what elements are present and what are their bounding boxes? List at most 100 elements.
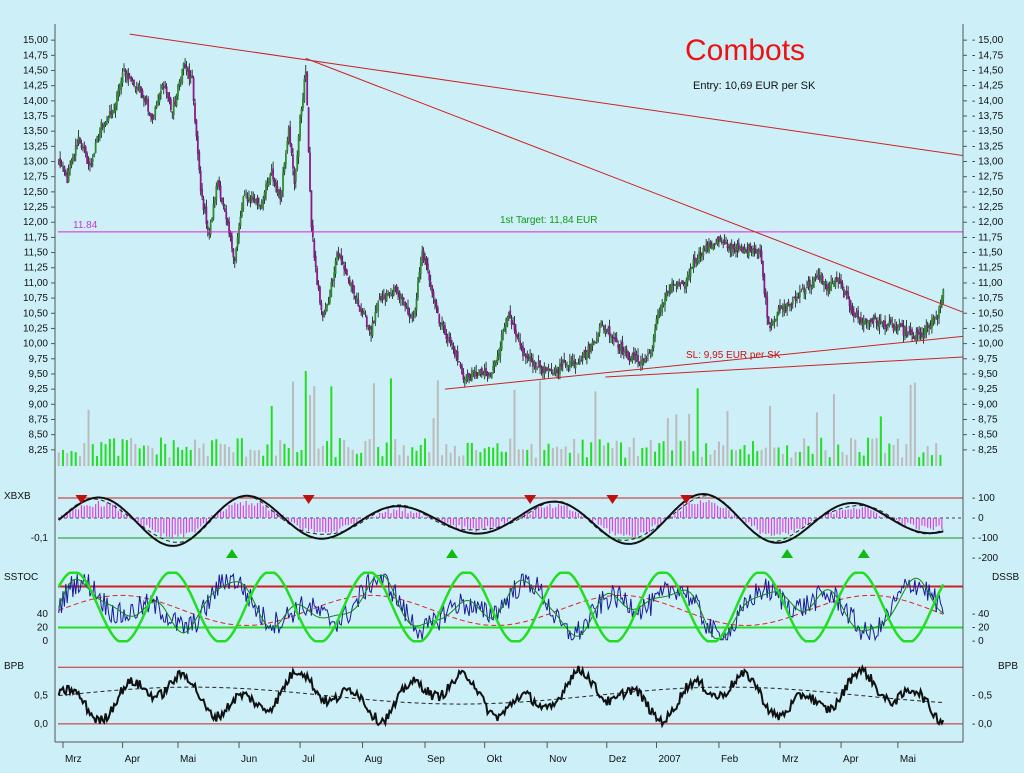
price-candle-body [940,297,943,306]
price-candle-body [688,274,691,276]
volume-bar [611,448,614,466]
price-candle-body [584,350,587,358]
price-candle-body [882,321,885,324]
volume-bar [867,437,870,466]
price-candle-body [817,274,820,277]
price-candle-body [243,193,246,195]
price-candle-body [401,296,404,299]
volume-bar [807,446,810,466]
price-candle-body [692,259,695,269]
price-candle-body [889,319,892,323]
volume-bar [87,409,90,466]
price-candle-body [520,345,523,349]
volume-bar [198,448,201,466]
price-candle-body [240,208,243,217]
price-candle-body [466,375,469,380]
price-candle-body [906,331,909,335]
price-candle-body [233,258,236,262]
buy-signal-marker [781,549,794,558]
price-candle-body [97,135,100,137]
price-candle-body [767,316,770,325]
price-candle-body [462,372,465,380]
price-candle-body [798,291,801,298]
volume-bar [492,447,495,466]
price-candle-body [67,170,70,182]
price-tick-label-right: - 11,50 [972,248,1003,259]
price-candle-body [310,190,313,228]
price-tick-label-left: 10,50 [23,308,48,319]
price-candle-body [429,282,432,287]
price-candle-body [919,332,922,334]
price-candle-body [923,329,926,336]
price-candle-body [465,378,468,381]
volume-bar [125,440,128,466]
price-candle-body [938,308,940,319]
volume-bar [837,444,840,466]
price-candle-body [753,248,756,250]
volume-bar [726,411,729,466]
price-candle-body [120,80,123,91]
price-candle-body [560,363,563,367]
price-candle-body [824,282,827,284]
price-candle-body [523,352,526,356]
volume-bar [326,441,329,466]
price-candle-body [928,325,930,328]
price-candle-body [651,349,654,357]
trendline-layer [58,33,963,390]
price-candle-body [884,320,886,330]
price-candle-body [469,378,472,381]
price-candle-body [104,122,107,126]
price-candle-body [541,367,544,374]
price-candle-body [198,151,201,171]
price-candle-body [141,90,144,98]
volume-bar [142,445,145,466]
volume-bar [424,438,427,466]
volume-bar [368,439,371,466]
price-candle-body [668,290,671,292]
price-tick-label-right: - 13,75 [972,111,1004,122]
volume-bar [91,444,94,466]
price-candle-body [151,115,154,120]
price-candle-body [351,281,354,287]
price-candle-body [904,327,906,337]
price-tick-label-right: - 13,00 [972,157,1004,168]
price-candle-body [789,304,791,307]
volume-bar [773,447,776,466]
xbxb-tick-label-right: - 0 [972,513,984,524]
volume-bar [534,457,537,466]
price-candle-body [634,354,637,361]
volume-bar [709,454,712,466]
price-candle-body [841,283,844,288]
price-candle-body [473,371,476,373]
volume-bar [113,438,116,466]
volume-bar [585,457,588,466]
price-candle-body [842,289,845,298]
price-candle-body [840,281,842,285]
price-candle-body [769,325,771,328]
price-candle-body [567,365,570,367]
volume-bar [939,455,942,466]
price-candle-body [302,98,304,109]
price-tick-label-right: - 12,25 [972,202,1004,213]
volume-bar [61,449,64,466]
price-candle-body [497,354,500,358]
volume-bar [70,450,73,466]
volume-bar [641,448,644,466]
price-candle-body [908,331,911,333]
price-candle-body [223,208,226,212]
price-candle-body [763,274,766,294]
volume-bar [637,456,640,466]
price-candle-body [277,190,280,195]
price-candle-body [309,152,311,192]
price-candle-body [438,314,441,324]
price-candle-body [867,320,869,324]
price-candle-body [185,67,188,71]
xbxb-main-line [58,492,944,547]
price-candle-body [608,326,611,337]
price-tick-label-right: - 10,75 [972,293,1004,304]
price-candle-body [662,302,665,305]
price-tick-label-right: - 13,50 [972,126,1004,137]
price-layer [57,58,945,388]
price-candle-body [483,370,486,378]
price-candle-body [419,261,422,274]
